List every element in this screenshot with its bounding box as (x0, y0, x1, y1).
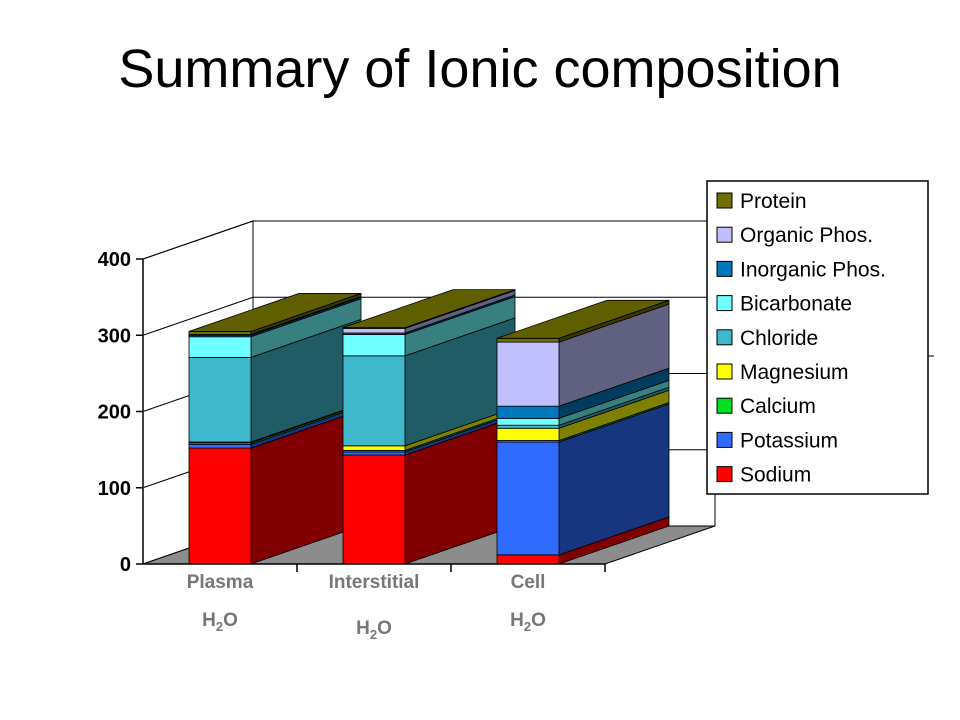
chart-bars (188, 289, 670, 565)
legend-label: Inorganic Phos. (740, 258, 886, 281)
bar-stack-plasma (188, 292, 362, 565)
y-tick-label: 0 (120, 554, 131, 576)
legend-item-sodium: Sodium (716, 464, 811, 487)
segment-front (342, 454, 406, 565)
legend-item-organic-phos: Organic Phos. (716, 224, 873, 247)
category-sublabel: H2O (202, 610, 238, 634)
legend-item-inorganic-phos: Inorganic Phos. (716, 258, 886, 281)
segment-front (188, 447, 252, 565)
x-axis-labels: Plasma H2O Interstitial H2O Cell H2O (187, 572, 546, 642)
segment-front (496, 427, 560, 441)
legend-swatch (716, 226, 733, 243)
segment-front (188, 356, 252, 443)
legend-swatch (716, 295, 733, 312)
legend: Protein Organic Phos. Inorganic Phos. Bicar… (706, 180, 934, 495)
legend-item-potassium: Potassium (716, 429, 838, 452)
category-sublabel: H2O (356, 618, 392, 642)
segment-organic-phos-cell (496, 303, 670, 407)
y-tick-label: 400 (98, 249, 131, 271)
bar-top (188, 293, 362, 332)
legend-swatch (716, 431, 733, 448)
legend-label: Potassium (740, 429, 838, 452)
segment-bicarbonate-plasma (188, 298, 362, 358)
legend-swatch (716, 363, 733, 380)
y-tick-label: 300 (98, 325, 131, 347)
segment-front (342, 327, 406, 334)
legend-box (706, 180, 929, 495)
category-sublabel: H2O (510, 610, 546, 634)
segment-sodium-plasma (188, 409, 362, 565)
y-tick-label: 100 (98, 478, 131, 500)
legend-item-calcium: Calcium (716, 395, 816, 418)
legend-item-protein: Protein (716, 190, 807, 213)
segment-front (496, 554, 560, 565)
gridline-side (142, 296, 254, 336)
segment-bicarbonate-interstitial (342, 295, 516, 357)
category-label-interstitial: Interstitial (329, 572, 420, 593)
legend-label: Chloride (740, 327, 818, 350)
legend-label: Sodium (740, 464, 811, 487)
segment-front (342, 451, 406, 456)
segment-front (188, 336, 252, 358)
bar-stack-interstitial (342, 289, 516, 565)
gridline-side (142, 220, 254, 260)
chart-title: Summary of Ionic composition (118, 39, 842, 99)
legend-label: Bicarbonate (740, 293, 852, 316)
legend-swatch (716, 260, 733, 277)
segment-front (342, 445, 406, 451)
segment-front (188, 443, 252, 449)
segment-potassium-cell (496, 403, 670, 556)
legend-label: Protein (740, 190, 807, 213)
segment-front (496, 405, 560, 419)
legend-item-bicarbonate: Bicarbonate (716, 293, 852, 316)
bar-top (342, 289, 516, 329)
segment-front (342, 334, 406, 357)
legend-swatch (716, 192, 733, 209)
y-axis: 0 100 200 300 400 (98, 249, 606, 576)
segment-magnesium-cell (496, 389, 670, 442)
segment-front (496, 417, 560, 426)
category-label-cell: Cell (511, 572, 546, 593)
legend-label: Calcium (740, 395, 816, 418)
legend-swatch (716, 466, 733, 483)
y-tick-label: 200 (98, 402, 131, 424)
segment-front (188, 331, 252, 335)
legend-swatch (716, 329, 733, 346)
bar-top (496, 299, 670, 339)
segment-front (342, 355, 406, 447)
legend-label: Organic Phos. (740, 224, 873, 247)
segment-chloride-plasma (188, 318, 362, 443)
segment-front (496, 424, 560, 429)
segment-front (496, 341, 560, 407)
segment-chloride-interstitial (342, 317, 516, 447)
legend-item-magnesium: Magnesium (716, 361, 849, 384)
category-label-plasma: Plasma (187, 572, 254, 593)
legend-swatch (716, 397, 733, 414)
legend-label: Magnesium (740, 361, 849, 384)
legend-item-chloride: Chloride (716, 327, 818, 350)
segment-sodium-interstitial (342, 416, 516, 565)
bar-stack-cell (496, 299, 670, 565)
segment-front (496, 337, 560, 343)
segment-front (496, 441, 560, 556)
